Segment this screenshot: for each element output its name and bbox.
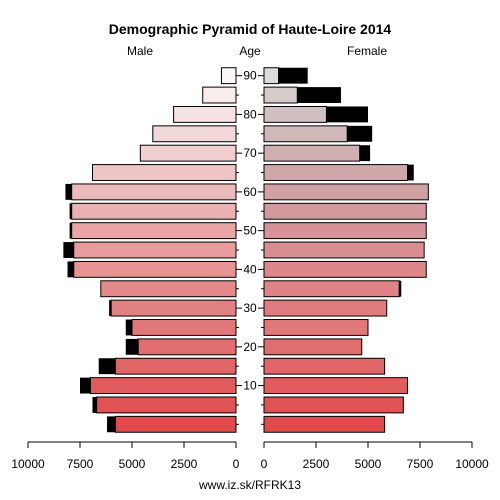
source-label: www.iz.sk/RFRK13	[198, 478, 301, 492]
female-bar	[263, 260, 427, 278]
female-bars	[263, 67, 429, 433]
male-excess-bar	[69, 203, 72, 220]
male-bar	[110, 299, 237, 317]
female-axis-tick-label: 0	[261, 457, 268, 471]
female-excess-bar	[407, 164, 414, 181]
age-axis: 10 20 30 40 50 60 70 80 90	[236, 69, 264, 425]
female-bar	[263, 338, 363, 356]
male-bar	[137, 338, 237, 356]
female-excess-bar	[326, 106, 368, 123]
age-tick-label: 70	[243, 146, 257, 160]
male-axis-tick-label: 10000	[11, 457, 45, 471]
male-bar	[220, 67, 237, 85]
female-axis-tick-label: 7500	[407, 457, 434, 471]
female-bar	[263, 183, 429, 201]
male-excess-bar	[92, 397, 97, 413]
female-axis-tick-label: 10000	[455, 457, 489, 471]
age-label: Age	[239, 44, 261, 58]
age-tick-label: 80	[243, 107, 257, 121]
male-excess-bar	[98, 358, 116, 375]
female-bar	[263, 280, 400, 298]
male-excess-bar	[109, 300, 112, 317]
female-x-axis: 0 2500 5000 7500 10000	[261, 441, 489, 471]
female-bar	[263, 86, 298, 104]
female-excess-bar	[297, 87, 341, 103]
female-label: Female	[347, 44, 387, 58]
female-axis-tick-label: 2500	[303, 457, 330, 471]
male-axis-tick-label: 7500	[67, 457, 94, 471]
male-bar	[73, 241, 237, 259]
female-bar	[263, 357, 386, 375]
male-axis-tick-label: 2500	[171, 457, 198, 471]
age-tick-label: 20	[243, 340, 257, 354]
male-bar	[114, 415, 237, 433]
female-bar	[263, 67, 280, 85]
male-label: Male	[127, 44, 153, 58]
male-bar	[100, 280, 237, 298]
male-axis-tick-label: 5000	[119, 457, 146, 471]
male-axis-tick-label: 0	[233, 457, 240, 471]
male-bar	[173, 105, 237, 123]
female-bar	[263, 222, 427, 240]
chart-title: Demographic Pyramid of Haute-Loire 2014	[109, 21, 392, 37]
male-bar	[89, 377, 237, 395]
male-excess-bar	[69, 222, 72, 239]
female-bar	[263, 415, 386, 433]
female-bar	[263, 241, 425, 259]
age-tick-label: 90	[243, 69, 257, 83]
male-bar	[139, 144, 237, 162]
male-excess-bar	[65, 183, 72, 200]
age-tick-label: 50	[243, 224, 257, 238]
female-bar	[263, 299, 388, 317]
male-excess-bar	[125, 319, 132, 336]
male-bars	[63, 67, 237, 433]
male-bar	[131, 319, 237, 336]
age-tick-label: 60	[243, 185, 257, 199]
female-bar	[263, 125, 348, 143]
male-bar	[91, 164, 237, 181]
male-bar	[96, 396, 237, 414]
female-excess-bar	[347, 125, 373, 142]
male-bar	[71, 222, 237, 240]
female-excess-bar	[278, 67, 308, 84]
age-tick-label: 30	[243, 301, 257, 315]
female-bar	[263, 144, 361, 162]
male-excess-bar	[80, 377, 91, 394]
male-bar	[71, 183, 237, 201]
female-bar	[263, 202, 427, 220]
female-excess-bar	[359, 145, 371, 162]
female-bar	[263, 105, 327, 123]
male-bar	[71, 202, 237, 220]
male-excess-bar	[63, 242, 74, 258]
male-excess-bar	[125, 338, 139, 355]
male-excess-bar	[107, 416, 116, 433]
male-bar	[202, 86, 237, 104]
female-bar	[263, 377, 409, 395]
female-bar	[263, 396, 404, 414]
female-bar	[263, 319, 369, 336]
male-x-axis: 10000 7500 5000 2500 0	[11, 441, 240, 471]
male-excess-bar	[67, 261, 74, 278]
male-bar	[152, 125, 237, 143]
female-bar	[263, 164, 409, 181]
female-excess-bar	[399, 280, 402, 297]
male-bar	[73, 260, 237, 278]
age-tick-label: 10	[243, 379, 257, 393]
age-tick-label: 40	[243, 262, 257, 276]
female-axis-tick-label: 5000	[355, 457, 382, 471]
male-bar	[114, 357, 237, 375]
